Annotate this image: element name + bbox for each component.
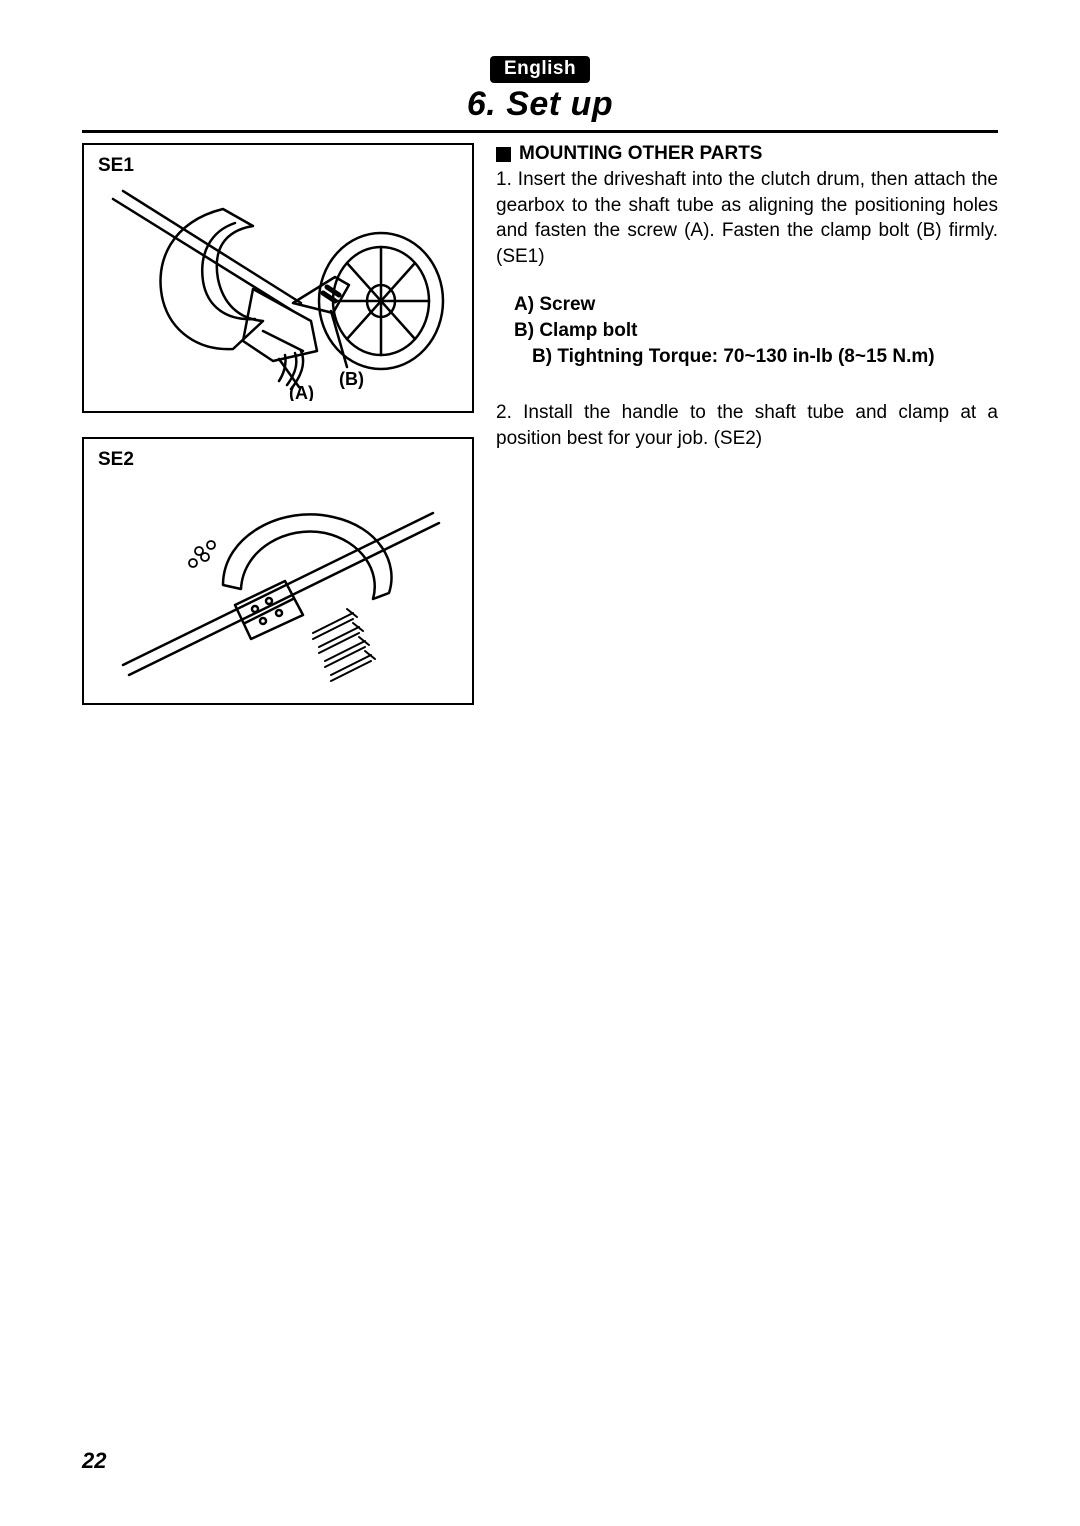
- figure-se2: SE2: [82, 437, 474, 705]
- figure-se1: SE1: [82, 143, 474, 413]
- section-heading: MOUNTING OTHER PARTS: [496, 143, 998, 165]
- figure-se2-drawing: [98, 475, 458, 693]
- legend-torque: B) Tightning Torque: 70~130 in-lb (8~15 …: [514, 344, 998, 370]
- figure-se2-label: SE2: [98, 449, 458, 471]
- figure-se1-drawing: (A) (B): [98, 181, 458, 401]
- gearbox-assembly-icon: (A) (B): [103, 181, 453, 401]
- parts-legend: A) Screw B) Clamp bolt B) Tightning Torq…: [496, 292, 998, 371]
- step-1-text: 1. Insert the driveshaft into the clutch…: [496, 167, 998, 270]
- section-heading-text: MOUNTING OTHER PARTS: [519, 143, 762, 165]
- chapter-title: 6. Set up: [467, 85, 613, 124]
- page-number: 22: [82, 1448, 106, 1474]
- handle-assembly-icon: [103, 475, 453, 693]
- page-header: English 6. Set up: [82, 56, 998, 124]
- manual-page: English 6. Set up SE1: [0, 0, 1080, 1526]
- step-2-text: 2. Install the handle to the shaft tube …: [496, 400, 998, 451]
- callout-b-label: (B): [339, 369, 364, 389]
- text-column: MOUNTING OTHER PARTS 1. Insert the drive…: [496, 143, 998, 705]
- figure-se1-label: SE1: [98, 155, 458, 177]
- callout-a-label: (A): [289, 383, 314, 401]
- content-row: SE1: [82, 143, 998, 705]
- legend-b: B) Clamp bolt: [514, 318, 998, 344]
- bullet-square-icon: [496, 147, 511, 162]
- heading-rule: [82, 130, 998, 133]
- figures-column: SE1: [82, 143, 474, 705]
- legend-a: A) Screw: [514, 292, 998, 318]
- language-badge: English: [490, 56, 590, 83]
